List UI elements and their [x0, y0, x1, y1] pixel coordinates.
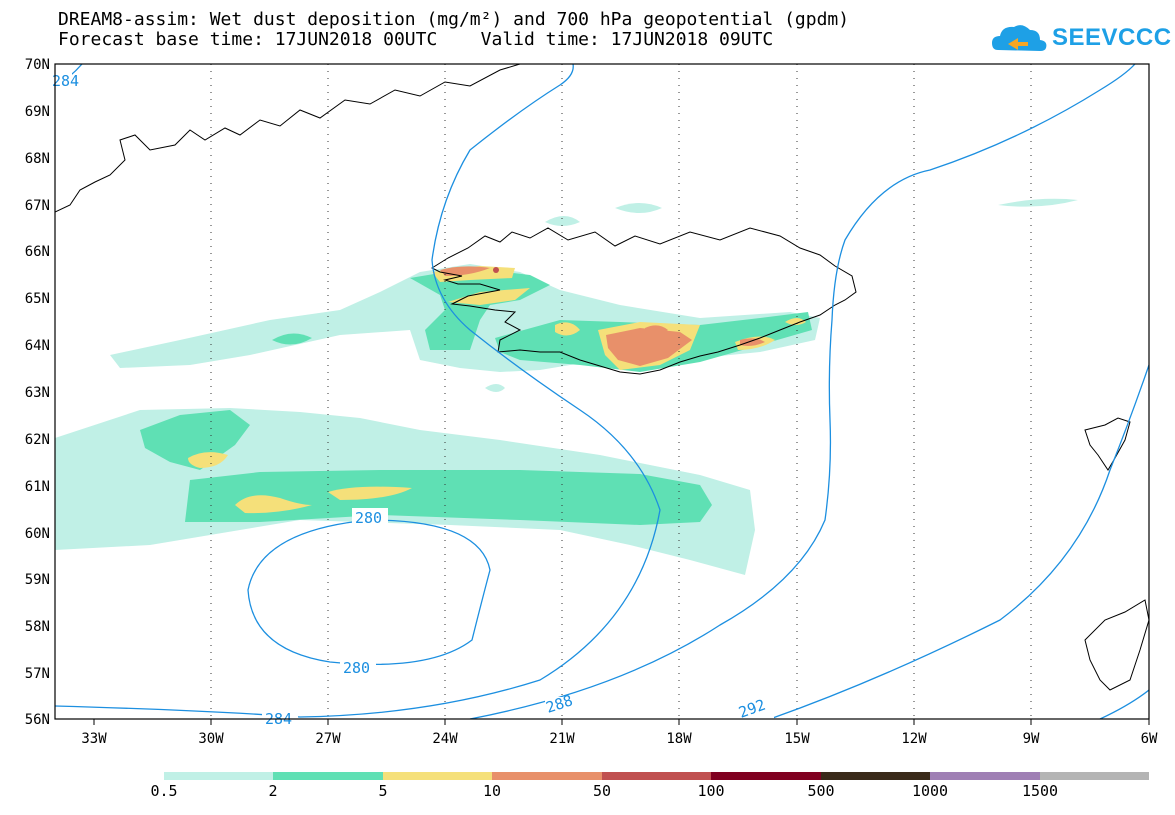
- deposition-area-green: [185, 470, 712, 525]
- deposition-peak: [493, 267, 499, 273]
- legend-swatch: [711, 772, 821, 780]
- lat-label: 66N: [25, 244, 50, 260]
- lat-label: 70N: [25, 57, 50, 73]
- deposition-area-salmon: [606, 328, 692, 366]
- deposition-area-yellow: [235, 495, 312, 514]
- deposition-area-yellow: [448, 288, 530, 305]
- greenland-coast: [55, 64, 521, 213]
- legend-swatch: [492, 772, 602, 780]
- lon-label: 9W: [1023, 731, 1040, 747]
- axis-ticks: [93, 719, 1150, 725]
- map-title: DREAM8-assim: Wet dust deposition (mg/m²…: [58, 9, 850, 30]
- legend-swatch: [273, 772, 383, 780]
- legend-label: 0.5: [150, 782, 178, 800]
- lon-label: 33W: [81, 731, 107, 747]
- legend-label: 100: [697, 782, 725, 800]
- deposition-field: [55, 198, 1078, 575]
- legend-swatch: [930, 772, 1040, 780]
- lat-label: 68N: [25, 151, 50, 167]
- legend-swatch: [383, 772, 492, 780]
- lat-label: 56N: [25, 712, 50, 728]
- longitude-labels: 33W 30W 27W 24W 21W 18W 15W 12W 9W 6W: [81, 731, 1158, 747]
- lat-label: 57N: [25, 666, 50, 682]
- contour-label-group: 284 280 280 284 288 292: [52, 72, 774, 728]
- deposition-area-yellow: [188, 452, 228, 468]
- legend-swatch: [1040, 772, 1149, 780]
- legend-label: 10: [482, 782, 502, 800]
- legend-label: 500: [807, 782, 835, 800]
- contour-label: 280: [355, 509, 382, 527]
- lat-label: 67N: [25, 198, 50, 214]
- lat-label: 69N: [25, 104, 50, 120]
- contour-296: [1099, 689, 1149, 719]
- lon-label: 18W: [666, 731, 692, 747]
- legend-label: 1000: [911, 782, 949, 800]
- legend-swatch: [164, 772, 273, 780]
- deposition-area-light: [485, 384, 505, 392]
- lon-label: 24W: [432, 731, 458, 747]
- lat-label: 64N: [25, 338, 50, 354]
- legend-label: 5: [378, 782, 388, 800]
- deposition-area-yellow: [785, 318, 806, 325]
- lon-label: 15W: [784, 731, 810, 747]
- faroe-coast: [1084, 417, 1131, 471]
- graticule: [210, 64, 1032, 719]
- lon-label: 21W: [549, 731, 575, 747]
- lon-label: 27W: [315, 731, 341, 747]
- legend-label: 2: [268, 782, 278, 800]
- deposition-area-salmon: [740, 338, 765, 346]
- lon-label: 12W: [901, 731, 927, 747]
- legend-colorbar: [164, 772, 1149, 780]
- contour-288: [469, 64, 1136, 719]
- contour-292: [769, 364, 1149, 719]
- lat-label: 65N: [25, 291, 50, 307]
- scotland-coast: [1084, 599, 1149, 691]
- deposition-area-yellow: [328, 486, 412, 500]
- deposition-area-green: [272, 333, 312, 345]
- logo-text: SEEVCCC: [1052, 24, 1172, 51]
- lon-label: 6W: [1141, 731, 1158, 747]
- lat-label: 58N: [25, 619, 50, 635]
- contour-280-loop: [247, 519, 491, 666]
- deposition-area-green: [140, 410, 250, 470]
- geopotential-contours: [55, 64, 1149, 719]
- cloud-icon: [992, 25, 1047, 51]
- deposition-area-salmon: [440, 266, 490, 276]
- legend-swatch: [602, 772, 711, 780]
- contour-label: 280: [343, 659, 370, 677]
- lat-label: 59N: [25, 572, 50, 588]
- lat-label: 63N: [25, 385, 50, 401]
- lat-label: 60N: [25, 526, 50, 542]
- seevccc-logo: SEEVCCC: [990, 18, 1171, 58]
- legend-swatch: [821, 772, 930, 780]
- contour-284-main: [55, 64, 661, 718]
- deposition-area-yellow: [555, 322, 580, 336]
- legend-label: 50: [592, 782, 612, 800]
- lat-label: 61N: [25, 479, 50, 495]
- deposition-area-salmon: [645, 325, 668, 336]
- iceland-coast: [430, 227, 857, 375]
- deposition-area-light: [998, 198, 1078, 207]
- deposition-area-light: [545, 216, 580, 226]
- coastlines: [55, 64, 1149, 691]
- map-frame: [54, 63, 1150, 720]
- lon-label: 30W: [198, 731, 224, 747]
- latitude-labels: 70N 69N 68N 67N 66N 65N 64N 63N 62N 61N …: [25, 57, 50, 728]
- lat-label: 62N: [25, 432, 50, 448]
- legend-label: 1500: [1021, 782, 1059, 800]
- forecast-time-subtitle: Forecast base time: 17JUN2018 00UTC Vali…: [58, 29, 774, 50]
- deposition-area-light: [615, 203, 662, 213]
- contour-label: 284: [52, 72, 79, 90]
